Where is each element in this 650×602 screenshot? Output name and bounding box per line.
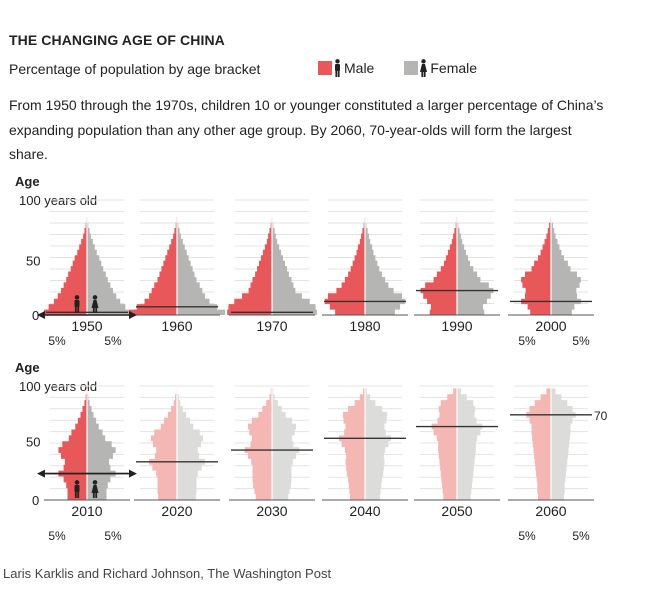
male-area-1990 xyxy=(420,211,457,315)
female-person-icon xyxy=(420,59,428,77)
legend-item-female: Female xyxy=(404,59,477,77)
x-scale-left: 5% xyxy=(48,334,66,348)
male-area-2060 xyxy=(526,388,551,500)
page-title: THE CHANGING AGE OF CHINA xyxy=(9,32,225,48)
arrow-right-icon xyxy=(129,469,137,478)
chart-subtitle: Percentage of population by age bracket xyxy=(9,61,261,77)
male-area-1960 xyxy=(128,211,177,315)
female-area-1990 xyxy=(457,211,494,315)
legend-label-male: Male xyxy=(344,60,375,76)
male-area-2010 xyxy=(58,388,87,500)
y-tick-label: 0 xyxy=(32,493,39,508)
legend-item-male: Male xyxy=(318,59,374,77)
male-area-1950 xyxy=(44,211,87,315)
person-body xyxy=(74,485,80,492)
female-area-2040 xyxy=(365,388,391,500)
chart-description: From 1950 through the 1970s, children 10… xyxy=(9,97,604,162)
year-label-2050: 2050 xyxy=(441,503,472,519)
person-leg xyxy=(92,491,95,498)
credit-line: Laris Karklis and Richard Johnson, The W… xyxy=(3,566,332,581)
x-scale-right: 5% xyxy=(104,529,122,543)
female-area-2020 xyxy=(177,388,205,500)
person-head xyxy=(74,480,80,485)
female-area-2010 xyxy=(87,388,116,500)
year-label-2030: 2030 xyxy=(256,503,287,519)
female-area-2000 xyxy=(551,211,581,315)
female-area-2030 xyxy=(272,388,300,500)
male-area-2050 xyxy=(431,388,457,500)
year-label-1990: 1990 xyxy=(441,318,472,334)
female-area-1950 xyxy=(87,211,130,315)
person-head xyxy=(92,480,98,485)
person-leg xyxy=(77,306,80,313)
callout-2060: 70 xyxy=(594,409,608,423)
person-leg xyxy=(92,306,95,313)
person-leg xyxy=(95,491,98,498)
arrow-left-icon xyxy=(37,311,45,319)
female-swatch xyxy=(404,61,419,75)
arrow-left-icon xyxy=(37,469,45,478)
x-scale-right: 5% xyxy=(572,334,590,348)
female-person-icon xyxy=(91,480,99,498)
male-area-1980 xyxy=(324,211,365,315)
x-scale-left: 5% xyxy=(518,529,536,543)
year-label-2020: 2020 xyxy=(161,503,192,519)
year-label-1960: 1960 xyxy=(161,318,192,334)
male-area-2020 xyxy=(149,388,177,500)
female-area-2050 xyxy=(457,388,483,500)
male-area-2000 xyxy=(521,211,551,315)
male-area-2030 xyxy=(244,388,272,500)
female-area-1960 xyxy=(177,211,226,315)
year-label-2000: 2000 xyxy=(535,318,566,334)
arrow-right-icon xyxy=(129,311,137,319)
person-leg xyxy=(74,306,77,313)
x-scale-right: 5% xyxy=(104,334,122,348)
y-tick-label: 50 xyxy=(26,434,40,449)
y-tick-label: 0 xyxy=(32,308,39,323)
person-leg xyxy=(74,491,77,498)
x-scale-left: 5% xyxy=(518,334,536,348)
male-area-2040 xyxy=(339,388,365,500)
year-label-1980: 1980 xyxy=(349,318,380,334)
year-label-1970: 1970 xyxy=(256,318,287,334)
x-scale-left: 5% xyxy=(48,529,66,543)
male-area-1970 xyxy=(227,211,272,315)
x-scale-right: 5% xyxy=(572,529,590,543)
person-head xyxy=(74,295,80,300)
y-tick-label: 50 xyxy=(26,254,40,269)
person-head xyxy=(92,295,98,300)
female-area-1980 xyxy=(365,211,406,315)
person-body xyxy=(74,300,80,307)
male-person-icon xyxy=(74,480,80,498)
male-swatch xyxy=(318,61,332,75)
person-leg xyxy=(77,491,80,498)
female-area-1970 xyxy=(272,211,317,315)
male-person-icon xyxy=(335,59,340,77)
year-label-2040: 2040 xyxy=(349,503,380,519)
female-area-2060 xyxy=(551,388,576,500)
legend: Male Female xyxy=(318,58,507,78)
female-person-icon xyxy=(91,295,99,313)
year-label-2010: 2010 xyxy=(71,503,102,519)
person-leg xyxy=(95,306,98,313)
year-label-2060: 2060 xyxy=(535,503,566,519)
legend-label-female: Female xyxy=(430,60,478,76)
year-label-1950: 1950 xyxy=(71,318,102,334)
y-axis-title: Age xyxy=(15,360,40,375)
male-person-icon xyxy=(74,295,80,313)
y-axis-title: Age xyxy=(15,174,40,189)
